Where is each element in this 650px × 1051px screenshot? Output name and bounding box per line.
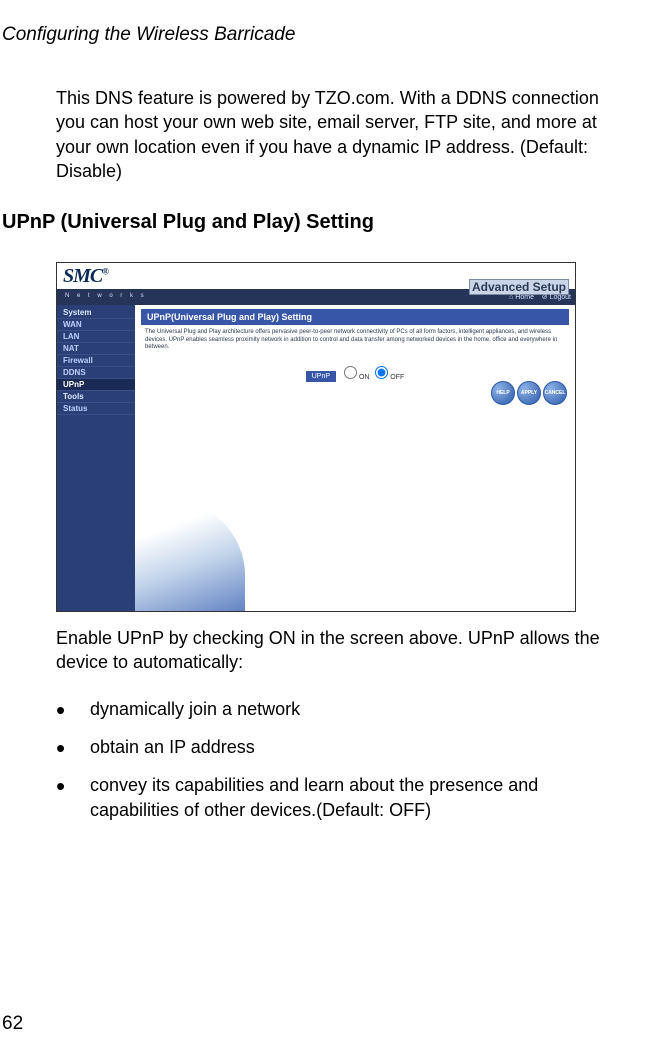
page-number: 62 [2,1013,23,1035]
sidebar-item-status[interactable]: Status [57,403,135,415]
caption-paragraph: Enable UPnP by checking ON in the screen… [56,626,628,675]
intro-paragraph: This DNS feature is powered by TZO.com. … [56,86,628,183]
help-button[interactable]: HELP [491,381,515,405]
panel-title: UPnP(Universal Plug and Play) Setting [141,309,569,325]
list-item: obtain an IP address [56,735,628,759]
upnp-toggle-row: UPnP ON OFF [135,366,575,383]
sidebar-item-lan[interactable]: LAN [57,331,135,343]
home-link[interactable]: ⌂ Home [509,294,534,301]
screenshot-topbar: SMC® N e t w o r k s Advanced Setup ⌂ Ho… [57,263,575,305]
sidebar-item-tools[interactable]: Tools [57,391,135,403]
page-header: Configuring the Wireless Barricade [0,24,640,46]
section-heading: UPnP (Universal Plug and Play) Setting [2,211,640,234]
router-screenshot: SMC® N e t w o r k s Advanced Setup ⌂ Ho… [56,262,576,612]
sidebar-item-ddns[interactable]: DDNS [57,367,135,379]
logo-text: SMC [63,265,102,287]
cancel-button[interactable]: CANCEL [543,381,567,405]
sidebar-item-nat[interactable]: NAT [57,343,135,355]
sidebar-item-wan[interactable]: WAN [57,319,135,331]
panel-description: The Universal Plug and Play architecture… [135,329,575,360]
upnp-off-label: OFF [390,374,404,381]
logout-link[interactable]: ⊘ Logout [542,294,571,301]
topbar-nav: ⌂ Home ⊘ Logout [509,293,571,301]
sidebar-item-upnp[interactable]: UPnP [57,379,135,391]
upnp-off-radio[interactable] [375,366,388,379]
bullet-list: dynamically join a network obtain an IP … [56,697,628,822]
sidebar-item-system[interactable]: System [57,307,135,319]
networks-label: N e t w o r k s [65,293,147,299]
smc-logo: SMC® [63,265,108,288]
action-buttons: HELP APPLY CANCEL [491,381,567,405]
list-item: convey its capabilities and learn about … [56,773,628,822]
corner-art [135,491,245,611]
logo-reg: ® [102,267,108,277]
screenshot-body: System WAN LAN NAT Firewall DDNS UPnP To… [57,305,575,611]
sidebar: System WAN LAN NAT Firewall DDNS UPnP To… [57,305,135,611]
upnp-on-label: ON [359,374,370,381]
main-panel: UPnP(Universal Plug and Play) Setting Th… [135,305,575,611]
upnp-badge: UPnP [306,371,336,382]
apply-button[interactable]: APPLY [517,381,541,405]
sidebar-item-firewall[interactable]: Firewall [57,355,135,367]
list-item: dynamically join a network [56,697,628,721]
upnp-on-radio[interactable] [344,366,357,379]
